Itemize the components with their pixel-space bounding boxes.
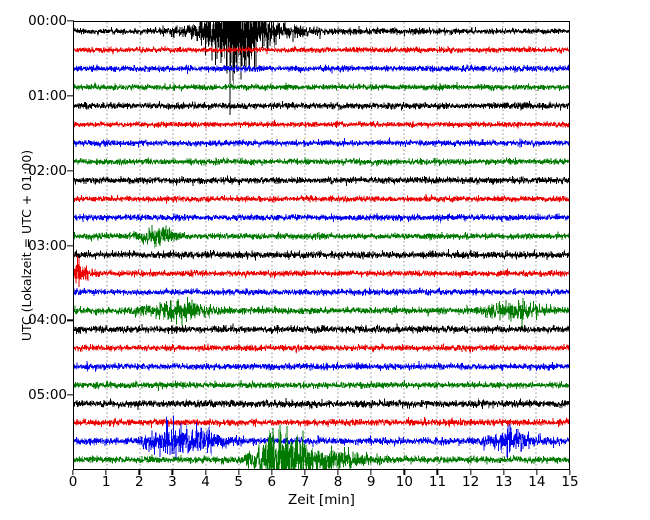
seismic-trace xyxy=(74,193,569,204)
x-tick-label: 0 xyxy=(68,474,78,490)
y-tick-label: 04:00 xyxy=(28,312,67,329)
x-tick-mark xyxy=(337,470,339,475)
x-tick-label: 8 xyxy=(333,474,343,490)
x-tick-mark xyxy=(536,470,538,475)
x-tick-mark xyxy=(569,470,571,475)
y-tick-mark xyxy=(67,244,74,247)
seismic-trace xyxy=(74,415,569,460)
x-tick-label: 12 xyxy=(462,474,480,490)
seismic-trace xyxy=(74,343,569,354)
x-axis-label: Zeit [min] xyxy=(288,492,355,508)
x-tick-label: 15 xyxy=(561,474,579,490)
seismic-trace xyxy=(74,22,569,115)
seismic-trace xyxy=(74,225,569,249)
y-tick-label: 03:00 xyxy=(28,237,67,254)
x-tick-mark xyxy=(304,470,306,475)
y-tick-label: 01:00 xyxy=(28,87,67,104)
x-tick-mark xyxy=(503,470,505,475)
y-tick-label: 00:00 xyxy=(28,13,67,29)
y-tick-mark xyxy=(67,170,74,172)
grid-lines xyxy=(106,22,537,469)
seismic-trace xyxy=(74,424,569,469)
seismic-trace xyxy=(74,323,569,335)
x-tick-mark xyxy=(138,470,140,475)
x-tick-label: 4 xyxy=(201,474,210,490)
seismic-trace xyxy=(74,175,569,187)
seismic-trace xyxy=(74,361,569,373)
x-tick-mark xyxy=(469,470,472,475)
y-tick-mark xyxy=(67,394,74,396)
x-tick-mark xyxy=(72,470,74,475)
x-tick-mark xyxy=(171,470,174,475)
seismic-trace xyxy=(74,100,569,111)
seismic-trace xyxy=(74,156,569,167)
x-tick-label: 14 xyxy=(528,474,546,490)
x-tick-label: 2 xyxy=(134,474,144,490)
x-tick-label: 6 xyxy=(267,474,277,490)
x-tick-mark xyxy=(204,470,207,475)
seismic-trace xyxy=(74,212,569,224)
x-tick-label: 3 xyxy=(168,474,177,490)
seismic-trace xyxy=(74,249,569,261)
seismic-trace xyxy=(74,296,569,328)
seismic-trace xyxy=(74,398,569,410)
x-tick-mark xyxy=(370,470,372,475)
x-tick-label: 13 xyxy=(495,474,513,490)
plot-area xyxy=(73,21,570,470)
seismic-trace xyxy=(74,137,569,148)
y-tick-label: 05:00 xyxy=(28,387,67,404)
x-tick-mark xyxy=(238,470,240,475)
seismic-trace xyxy=(74,379,569,392)
seismic-traces xyxy=(74,22,569,469)
x-tick-mark xyxy=(403,470,405,475)
x-tick-label: 10 xyxy=(395,474,413,490)
seismic-trace xyxy=(74,255,569,287)
x-tick-mark xyxy=(436,470,439,475)
seismic-trace xyxy=(74,287,569,297)
x-tick-label: 7 xyxy=(300,474,310,490)
x-tick-label: 5 xyxy=(234,474,243,490)
y-tick-label: 02:00 xyxy=(28,162,67,179)
x-tick-mark xyxy=(105,470,107,475)
x-tick-label: 1 xyxy=(101,474,111,490)
seismic-trace xyxy=(74,417,569,428)
y-tick-mark xyxy=(67,20,74,22)
y-tick-mark xyxy=(67,95,74,97)
x-tick-mark xyxy=(271,470,273,475)
seismic-trace xyxy=(74,64,569,74)
seismic-trace xyxy=(74,81,569,92)
x-tick-label: 11 xyxy=(428,474,447,490)
seismic-trace xyxy=(74,119,569,130)
seismic-trace xyxy=(74,45,569,55)
y-tick-mark xyxy=(67,319,74,321)
x-tick-label: 9 xyxy=(366,474,376,490)
